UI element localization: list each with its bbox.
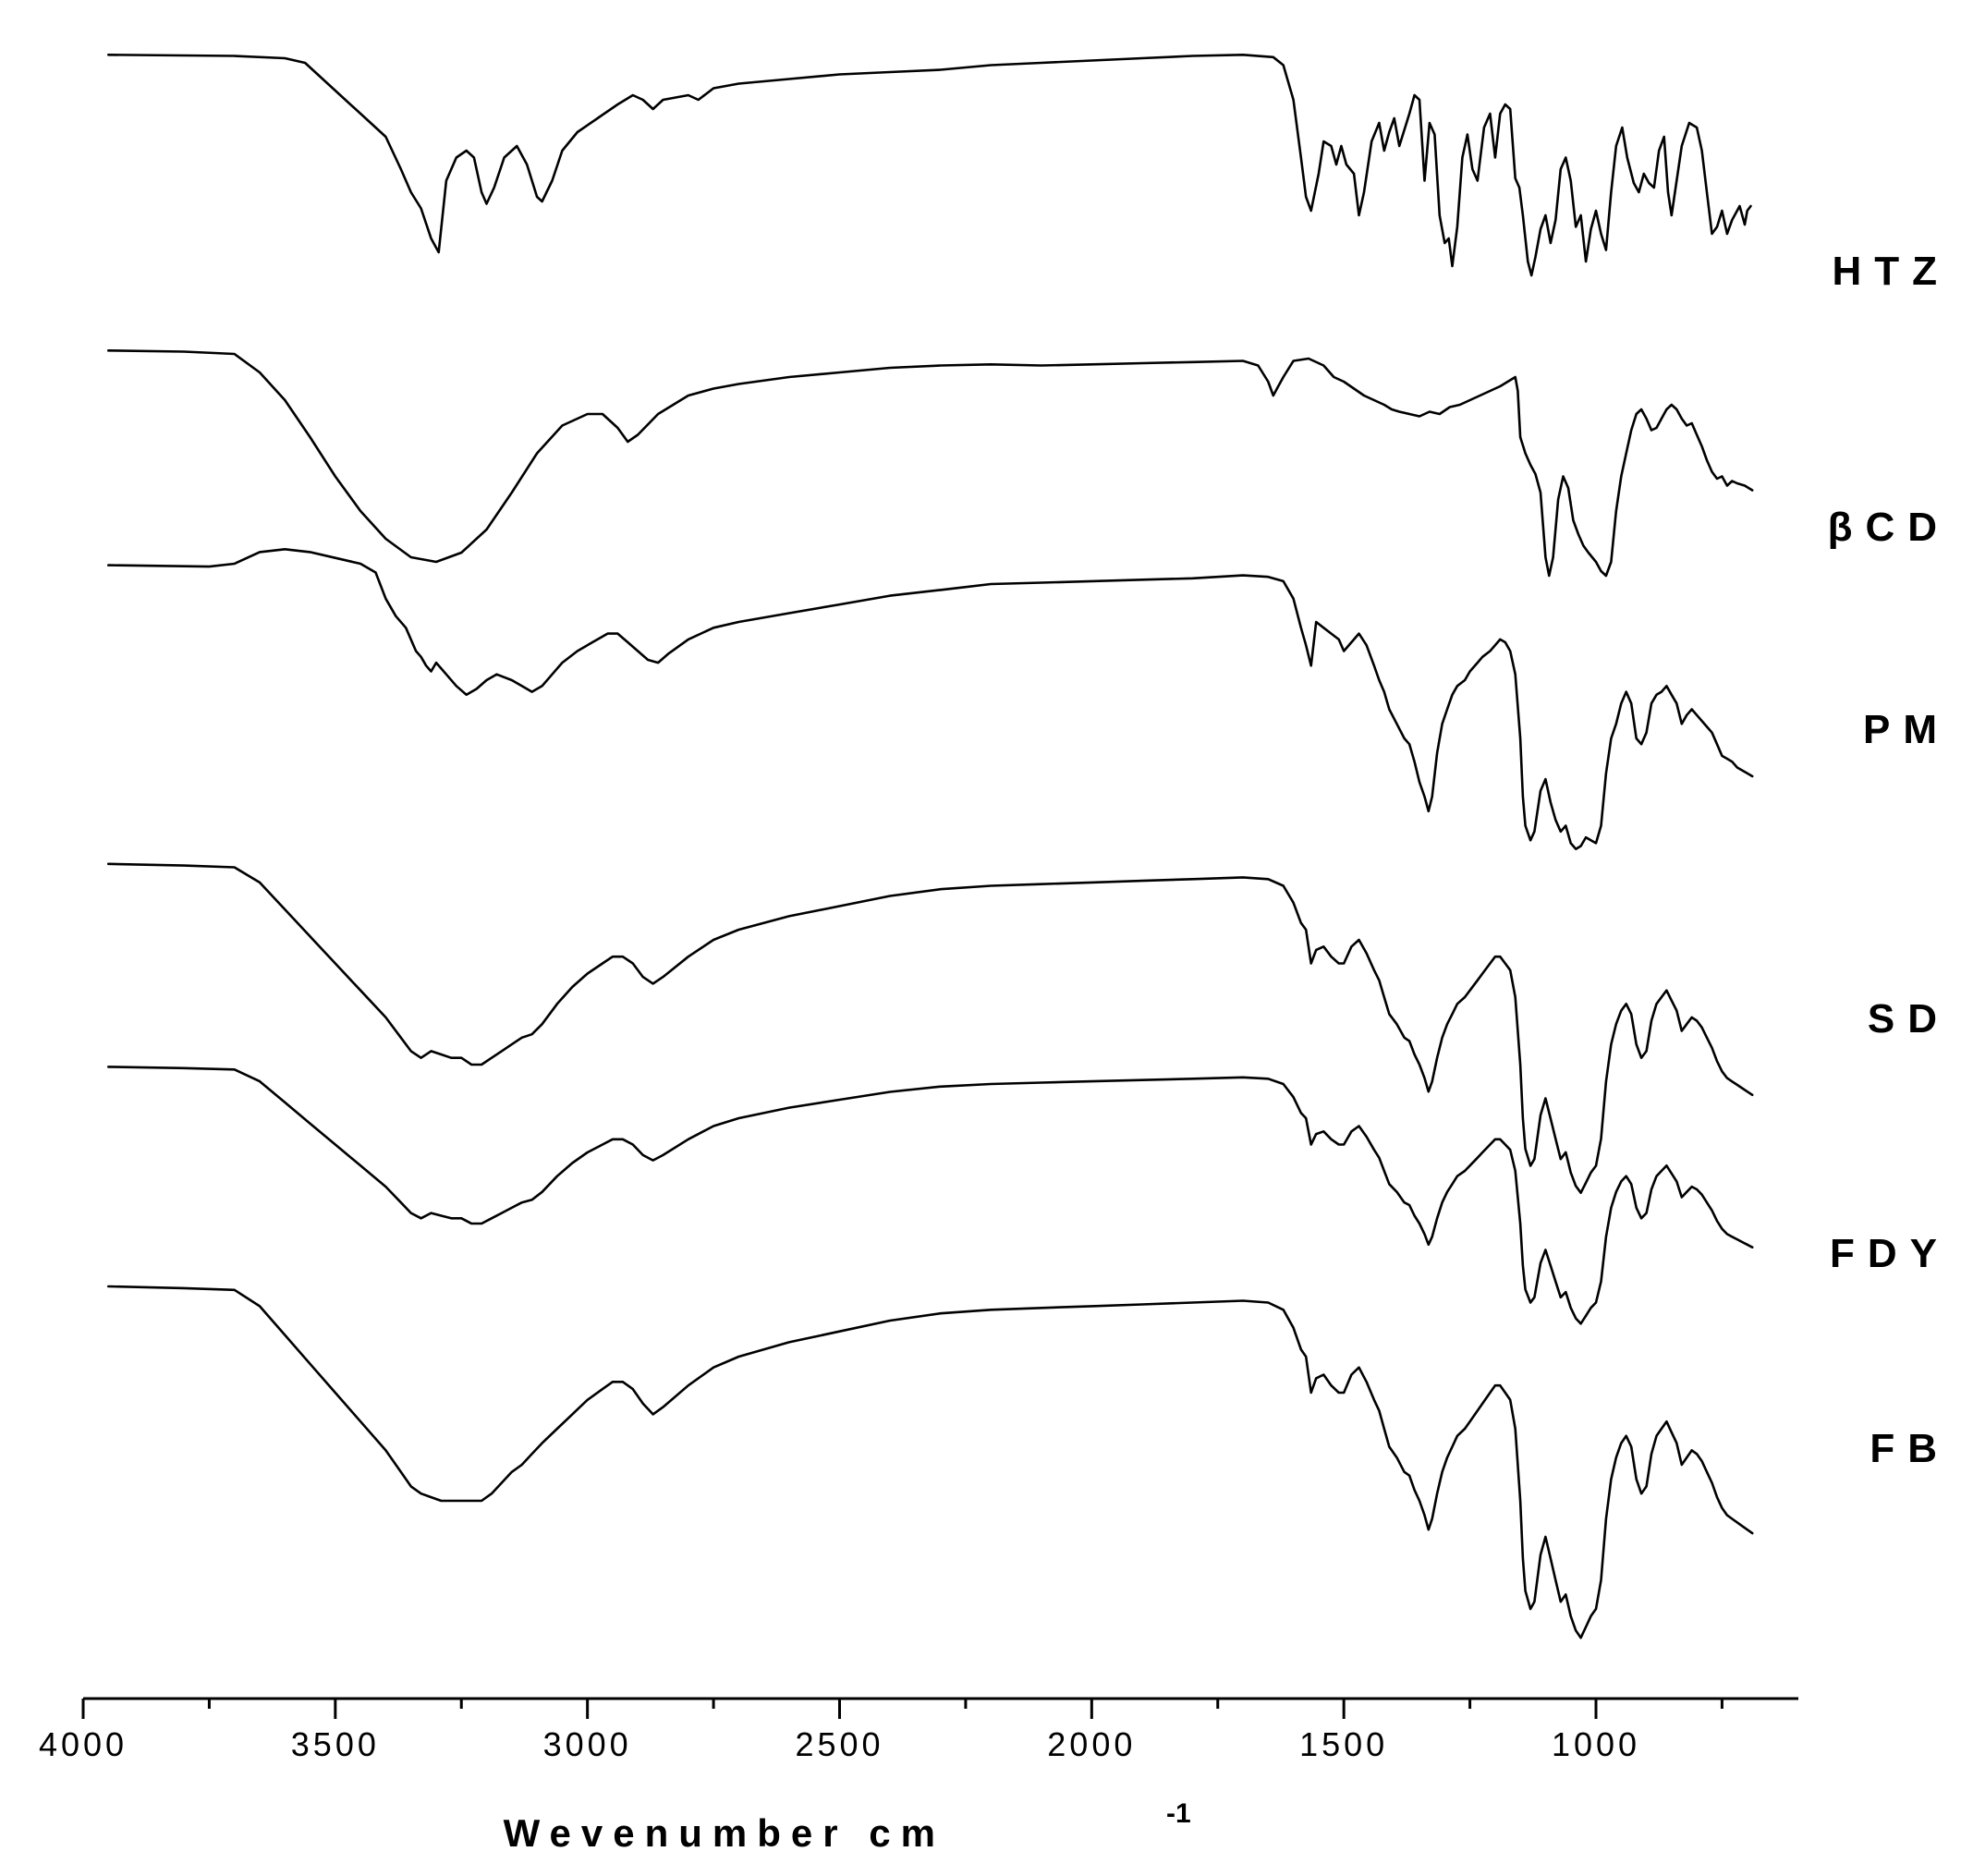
series-line-2 [107, 349, 1754, 578]
x-axis: 4000 3500 3000 2500 2000 1500 1000 Wevenumber … [39, 1697, 1798, 1855]
x-tick-label: 1500 [1299, 1725, 1388, 1763]
x-axis-ticks [81, 1699, 1723, 1719]
series-line-5 [107, 1066, 1754, 1325]
x-tick-label: 3500 [291, 1725, 380, 1763]
x-tick-label: 1000 [1552, 1725, 1640, 1763]
series-line-1 [107, 54, 1752, 277]
series-layer [107, 54, 1754, 1639]
series-line-4 [107, 862, 1754, 1194]
series-label-2: βCD [1828, 505, 1950, 550]
series-label-5: FDY [1830, 1231, 1950, 1276]
x-tick-label: 4000 [39, 1725, 128, 1763]
x-axis-tick-labels: 4000 3500 3000 2500 2000 1500 1000 [39, 1725, 1640, 1763]
series-label-layer: HTZ βCD PM SD FDY FB [1828, 249, 1950, 1471]
series-label-4: SD [1868, 996, 1950, 1042]
series-label-1: HTZ [1832, 249, 1950, 294]
x-tick-label: 3000 [543, 1725, 632, 1763]
x-tick-label: 2500 [795, 1725, 883, 1763]
series-label-3: PM [1863, 707, 1950, 752]
x-tick-label: 2000 [1047, 1725, 1136, 1763]
series-line-3 [107, 548, 1754, 850]
series-label-6: FB [1870, 1426, 1950, 1471]
x-axis-title-superscript: -1 [1166, 1798, 1191, 1829]
series-line-6 [107, 1285, 1754, 1639]
x-axis-title: Wevenumber cm [504, 1811, 945, 1855]
